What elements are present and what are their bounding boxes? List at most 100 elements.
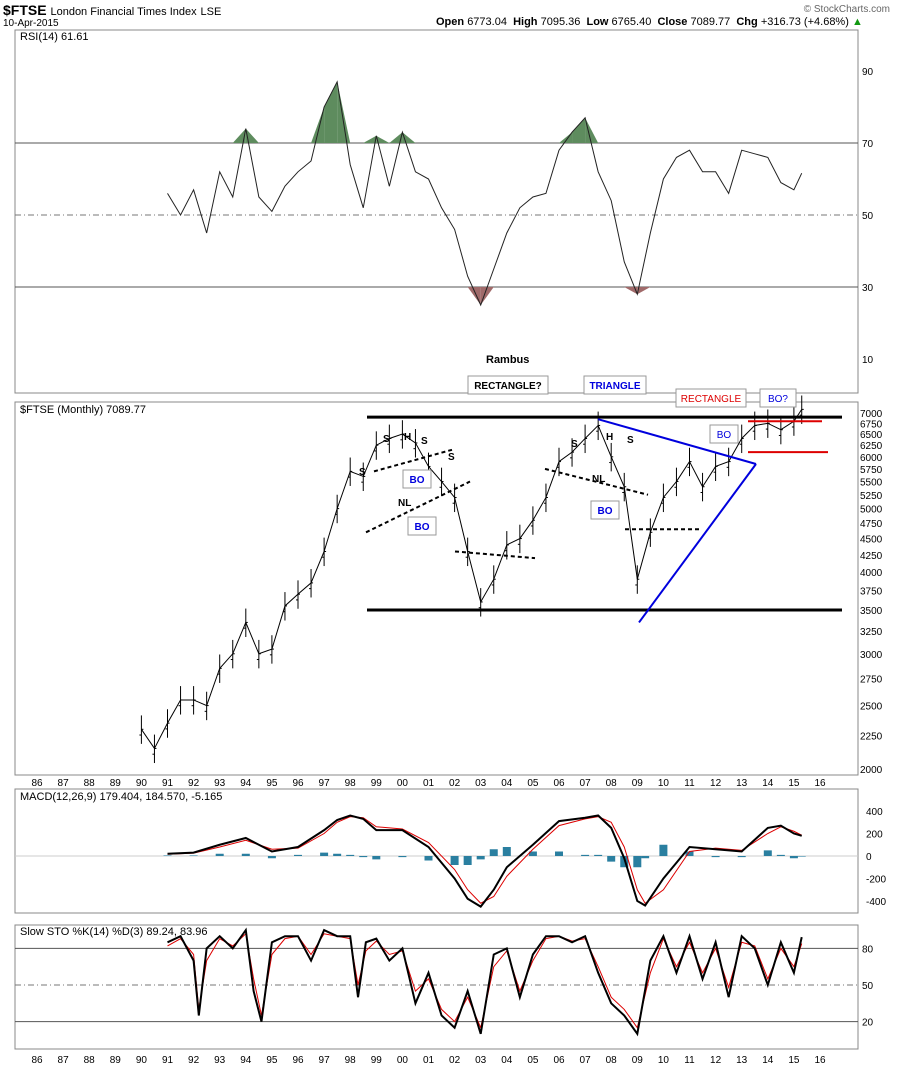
rectangle-q-label: RECTANGLE? xyxy=(474,381,542,392)
xaxis-label-top: 07 xyxy=(580,778,592,789)
hs-label-s5: S xyxy=(571,439,578,450)
price-tick-label: 5500 xyxy=(860,478,883,489)
rsi-overbought-fill xyxy=(572,117,586,143)
macd-hist-bar xyxy=(424,856,433,861)
macd-hist-bar xyxy=(789,856,798,859)
xaxis-label-bottom: 08 xyxy=(606,1055,618,1066)
xaxis-label-top: 94 xyxy=(240,778,252,789)
xaxis-label-bottom: 88 xyxy=(84,1055,96,1066)
open-value: 6773.04 xyxy=(467,16,507,28)
xaxis-label-top: 04 xyxy=(501,778,513,789)
macd-hist-bar xyxy=(555,851,563,856)
neckline-dashed-2 xyxy=(454,550,536,560)
xaxis-label-top: 99 xyxy=(371,778,383,789)
xaxis-label-top: 89 xyxy=(110,778,122,789)
xaxis-label-top: 95 xyxy=(266,778,278,789)
chart-date: 10-Apr-2015 xyxy=(3,18,59,29)
macd-legend: MACD(12,26,9) 179.404, 184.570, -5.165 xyxy=(20,791,222,803)
xaxis-label-top: 90 xyxy=(136,778,148,789)
symbol: $FTSE xyxy=(3,2,47,18)
neckline-label-2: NL xyxy=(592,474,605,485)
xaxis-label-bottom: 11 xyxy=(684,1055,695,1066)
price-tick-label: 7000 xyxy=(860,409,883,420)
xaxis-label-top: 87 xyxy=(58,778,70,789)
high-value: 7095.36 xyxy=(540,16,581,28)
xaxis-label-bottom: 01 xyxy=(423,1055,435,1066)
rsi-line xyxy=(167,80,803,307)
index-name: London Financial Times Index xyxy=(50,6,197,18)
bo-label-4-box xyxy=(709,424,739,444)
macd-signal-line xyxy=(167,816,802,904)
rsi-overbought-fill xyxy=(376,135,390,143)
neckline-dashed-3 xyxy=(544,467,649,496)
xaxis-label-bottom: 06 xyxy=(553,1055,565,1066)
macd-hist-bar xyxy=(267,856,276,859)
xaxis-label-top: 10 xyxy=(658,778,670,789)
macd-hist-bar xyxy=(776,854,785,856)
price-tick-label: 4250 xyxy=(860,551,883,562)
rsi-oversold-fill xyxy=(480,287,494,305)
author-label: Rambus xyxy=(486,354,529,366)
up-arrow-icon: ▲ xyxy=(851,16,863,28)
xaxis-label-bottom: 02 xyxy=(449,1055,461,1066)
xaxis-label-bottom: 98 xyxy=(345,1055,357,1066)
macd-hist-bar xyxy=(581,854,590,856)
macd-hist-bar xyxy=(797,856,806,857)
hs-label-s1: S xyxy=(383,434,390,445)
quote-bar: Open 6773.04 High 7095.36 Low 6765.40 Cl… xyxy=(436,16,863,28)
price-tick-label: 2500 xyxy=(860,702,883,713)
xaxis-label-bottom: 15 xyxy=(788,1055,800,1066)
macd-hist-bar xyxy=(346,854,355,856)
triangle-label-box xyxy=(583,375,647,395)
low-label: Low xyxy=(586,16,609,28)
xaxis-label-bottom: 97 xyxy=(319,1055,331,1066)
xaxis-label-bottom: 89 xyxy=(110,1055,122,1066)
xaxis-label-top: 08 xyxy=(606,778,618,789)
xaxis-label-top: 14 xyxy=(762,778,774,789)
xaxis-label-top: 96 xyxy=(292,778,304,789)
neckline-dashed-0 xyxy=(373,448,453,473)
macd-hist-bar xyxy=(685,851,694,856)
price-tick-label: 2000 xyxy=(860,765,883,776)
rsi-overbought-fill xyxy=(402,132,416,143)
price-tick-label: 5250 xyxy=(860,491,883,502)
xaxis-label-top: 88 xyxy=(84,778,96,789)
low-value: 6765.40 xyxy=(611,16,652,28)
rectangle-q-label-box xyxy=(467,375,549,395)
xaxis-label-bottom: 91 xyxy=(162,1055,174,1066)
bo-label-1-box xyxy=(402,469,432,489)
close-label: Close xyxy=(657,16,688,28)
exchange: LSE xyxy=(200,6,222,18)
price-tick-label: 5750 xyxy=(860,465,883,476)
rectangle-label: RECTANGLE xyxy=(681,394,742,405)
price-tick-label: 3750 xyxy=(860,586,883,597)
xaxis-label-top: 03 xyxy=(475,778,487,789)
rsi-overbought-fill xyxy=(559,132,573,143)
rsi-overbought-fill xyxy=(232,128,246,143)
hs-label-s6: S xyxy=(627,435,634,446)
xaxis-label-top: 00 xyxy=(397,778,409,789)
rectangle-label-box xyxy=(675,388,747,408)
macd-hist-bar xyxy=(659,844,668,856)
xaxis-label-top: 91 xyxy=(162,778,174,789)
hs-label-h2: H xyxy=(606,432,613,443)
xaxis-label-top: 09 xyxy=(632,778,644,789)
high-label: High xyxy=(513,16,538,28)
sto-legend: Slow STO %K(14) %D(3) 89.24, 83.96 xyxy=(20,926,208,938)
price-tick-label: 6750 xyxy=(860,419,883,430)
xaxis-label-bottom: 87 xyxy=(58,1055,70,1066)
xaxis-label-top: 06 xyxy=(553,778,565,789)
bo-label-4: BO xyxy=(717,430,732,441)
xaxis-label-top: 01 xyxy=(423,778,435,789)
macd-hist-bar xyxy=(607,856,616,862)
xaxis-label-bottom: 10 xyxy=(658,1055,670,1066)
rsi-tick-label: 10 xyxy=(862,355,874,366)
chg-label: Chg xyxy=(736,16,758,28)
price-legend: $FTSE (Monthly) 7089.77 xyxy=(20,404,146,416)
triangle-bottom-line xyxy=(638,463,757,624)
macd-hist-bar xyxy=(763,850,772,856)
rsi-overbought-fill xyxy=(363,135,377,143)
price-tick-label: 2750 xyxy=(860,675,883,686)
xaxis-label-bottom: 03 xyxy=(475,1055,487,1066)
